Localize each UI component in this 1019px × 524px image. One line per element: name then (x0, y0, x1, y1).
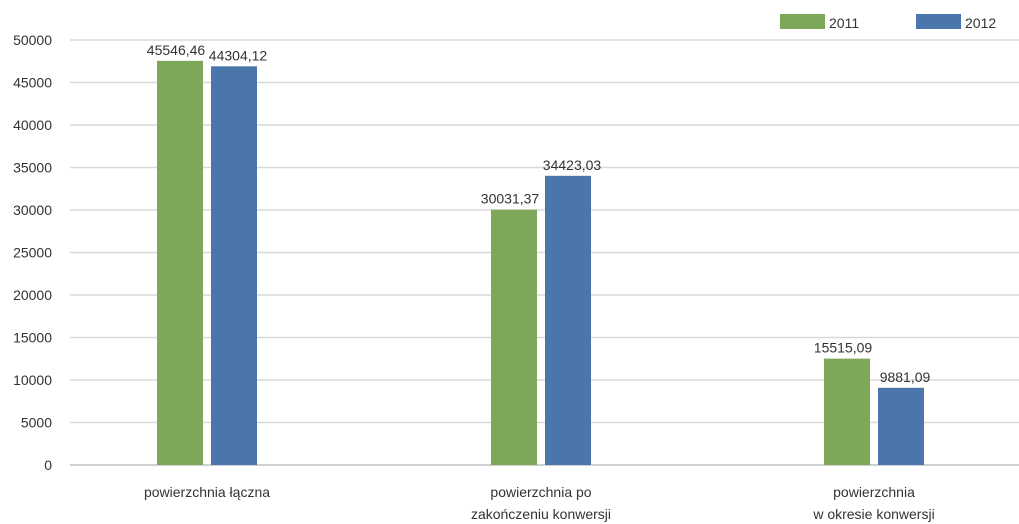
data-label: 45546,46 (147, 42, 206, 58)
data-label: 34423,03 (543, 157, 602, 173)
category-label: w okresie konwersji (812, 506, 934, 522)
y-tick-label: 10000 (13, 372, 52, 388)
data-label: 15515,09 (814, 340, 873, 356)
data-labels: 45546,46 44304,12 30031,37 34423,03 15515,09… (147, 42, 931, 385)
bar-2011-0 (157, 60, 203, 465)
y-axis-ticks: 0 5000 10000 15000 20000 25000 30000 35000 40000… (13, 32, 52, 473)
y-tick-label: 35000 (13, 160, 52, 176)
category-label: powierzchnia po (490, 484, 591, 500)
y-tick-label: 0 (44, 457, 52, 473)
category-labels: powierzchnia łączna powierzchnia po zakońc… (144, 484, 935, 522)
y-tick-label: 25000 (13, 245, 52, 261)
legend: 2011 2012 (780, 14, 996, 31)
legend-swatch-2012 (916, 14, 961, 29)
bar-2012-0 (211, 66, 257, 466)
legend-label: 2011 (829, 15, 859, 31)
data-label: 30031,37 (481, 191, 540, 207)
y-tick-label: 45000 (13, 75, 52, 91)
bar-2012-1 (545, 175, 591, 465)
data-label: 44304,12 (209, 47, 268, 63)
data-label: 9881,09 (880, 369, 931, 385)
y-tick-label: 50000 (13, 32, 52, 48)
category-label: powierzchnia (833, 484, 915, 500)
bar-2012-2 (878, 387, 924, 465)
y-tick-label: 30000 (13, 202, 52, 218)
y-tick-label: 15000 (13, 330, 52, 346)
category-label: zakończeniu konwersji (471, 506, 611, 522)
category-label: powierzchnia łączna (144, 484, 270, 500)
bar-2011-1 (491, 209, 537, 465)
y-tick-label: 5000 (21, 415, 52, 431)
bars (157, 60, 924, 466)
y-tick-label: 40000 (13, 117, 52, 133)
y-tick-label: 20000 (13, 287, 52, 303)
bar-2011-2 (824, 358, 870, 465)
legend-label: 2012 (965, 15, 996, 31)
legend-swatch-2011 (780, 14, 825, 29)
